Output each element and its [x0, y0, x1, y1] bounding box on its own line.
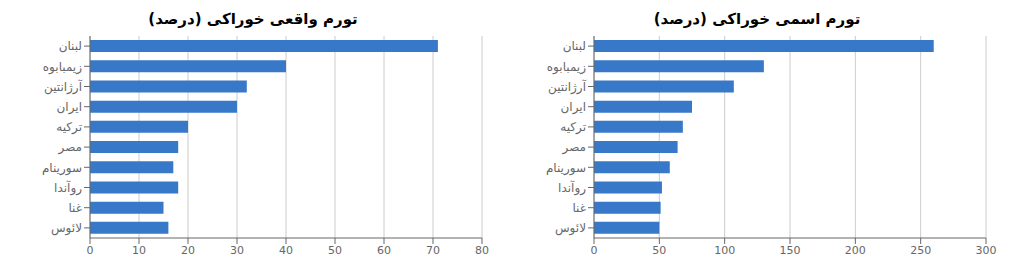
svg-text:70: 70 — [426, 244, 440, 257]
svg-text:لائوس: لائوس — [51, 221, 82, 236]
svg-text:لبنان: لبنان — [59, 39, 82, 53]
svg-text:مصر: مصر — [58, 140, 82, 155]
html-text:تورم اسمی خوراکی (درصد): تورم اسمی خوراکی (درصد) — [653, 10, 861, 28]
svg-text:روآندا: روآندا — [54, 180, 82, 196]
svg-text:ایران: ایران — [561, 100, 586, 115]
svg-text:250: 250 — [910, 244, 931, 257]
svg-text:سورینام: سورینام — [546, 161, 586, 176]
svg-text:ترکیه: ترکیه — [560, 120, 586, 135]
svg-text:50: 50 — [652, 244, 666, 257]
svg-text:مصر: مصر — [562, 140, 586, 155]
svg-text:150: 150 — [780, 244, 801, 257]
svg-text:30: 30 — [230, 244, 244, 257]
svg-text:سورینام: سورینام — [42, 161, 82, 176]
svg-text:ایران: ایران — [57, 100, 82, 115]
svg-text:100: 100 — [714, 244, 735, 257]
svg-text:80: 80 — [475, 244, 489, 257]
svg-text:60: 60 — [377, 244, 391, 257]
svg-text:10: 10 — [132, 244, 146, 257]
svg-text:زیمبابوه: زیمبابوه — [547, 60, 586, 75]
svg-text:لبنان: لبنان — [563, 39, 586, 53]
html-text:تورم واقعی خوراکی (درصد): تورم واقعی خوراکی (درصد) — [148, 10, 358, 28]
svg-text:0: 0 — [87, 244, 94, 257]
svg-text:0: 0 — [591, 244, 598, 257]
svg-text:50: 50 — [328, 244, 342, 257]
svg-text:لائوس: لائوس — [555, 221, 586, 236]
svg-text:غنا: غنا — [68, 201, 82, 215]
svg-text:300: 300 — [976, 244, 997, 257]
svg-text:40: 40 — [279, 244, 293, 257]
svg-text:آرژانتین: آرژانتین — [548, 79, 587, 95]
svg-text:روآندا: روآندا — [558, 180, 586, 196]
svg-text:غنا: غنا — [572, 201, 586, 215]
svg-text:ترکیه: ترکیه — [56, 120, 82, 135]
svg-text:زیمبابوه: زیمبابوه — [43, 60, 82, 75]
svg-text:آرژانتین: آرژانتین — [44, 79, 83, 95]
svg-text:200: 200 — [845, 244, 866, 257]
svg-text:20: 20 — [181, 244, 195, 257]
